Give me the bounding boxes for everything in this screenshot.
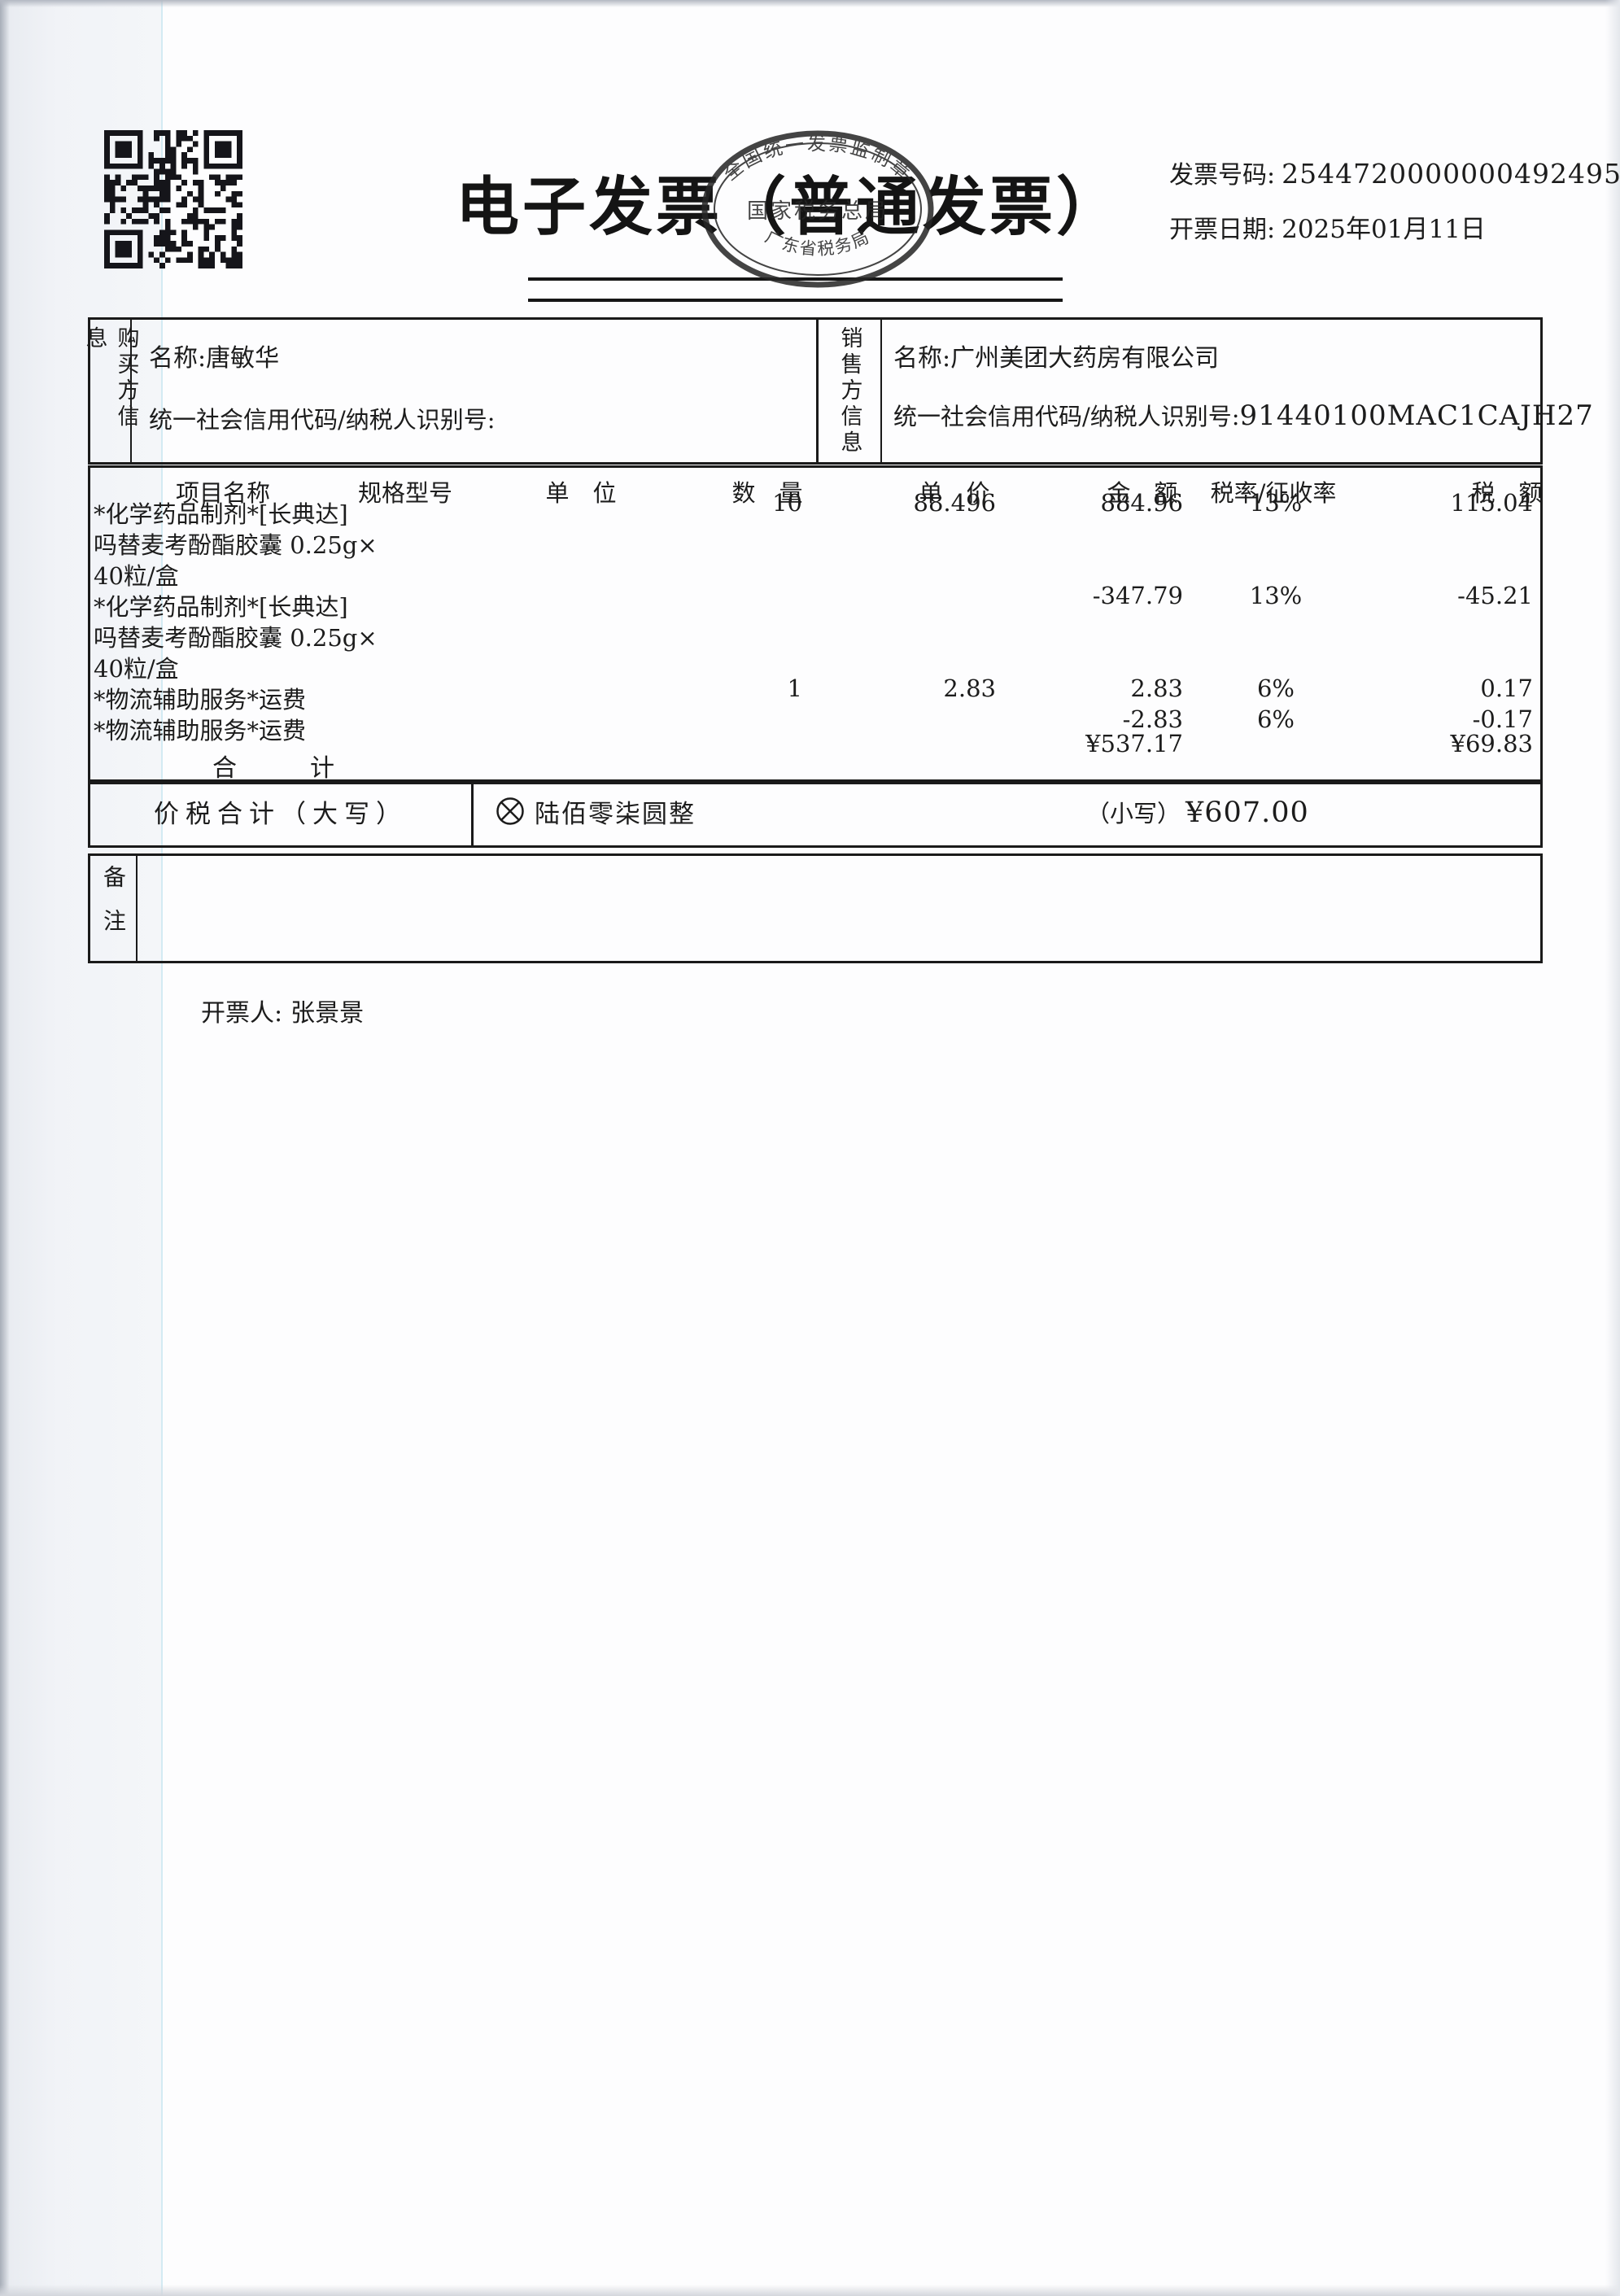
item-line: *物流辅助服务*运费 1 2.83 2.83 6% 0.17 [90, 673, 1540, 714]
item-name: 吗替麦考酚酯胶囊 0.25g× [94, 531, 378, 559]
item-line: 吗替麦考酚酯胶囊 0.25g× [90, 611, 1540, 652]
seller-name-value: 广州美团大药房有限公司 [950, 344, 1220, 373]
col-header-item-name: 项目名称 [175, 479, 271, 507]
item-qty: 10 [772, 489, 802, 517]
item-tax-rate: 13% [1249, 489, 1303, 517]
invoice-number-row: 发票号码: 25447200000004924954 [1169, 155, 1620, 190]
title-rule-top [528, 277, 1063, 281]
item-amount: -2.83 [1122, 705, 1183, 733]
item-name: *物流辅助服务*运费 [94, 717, 307, 744]
invoice-number-value: 25447200000004924954 [1282, 158, 1620, 190]
item-line: 40粒/盒 [90, 642, 1540, 683]
items-table: 项目名称 规格型号 单 位 数 量 单 价 金 额 税率/征收率 税 额 *化学… [88, 465, 1543, 784]
buyer-taxid-label: 统一社会信用代码/纳税人识别号: [149, 406, 496, 434]
item-tax-rate: 13% [1249, 582, 1303, 609]
anti-tamper-circled-x-icon [496, 797, 524, 825]
invoice-date-row: 开票日期: 2025年01月11日 [1169, 208, 1486, 245]
title-rule-bottom [528, 299, 1063, 302]
stamp-arc-bottom-text: 广东省税务局 [762, 227, 872, 260]
svg-text:广东省税务局: 广东省税务局 [762, 227, 874, 260]
item-line: *化学药品制剂*[长典达] 10 88.496 884.96 13% 115.0… [90, 487, 1540, 528]
item-name: *化学药品制剂*[长典达] [94, 593, 348, 621]
invoice-number-label: 发票号码: [1169, 161, 1276, 190]
svg-text:全国统一发票监制章: 全国统一发票监制章 [720, 133, 916, 185]
item-line: *化学药品制剂*[长典达] -347.79 13% -45.21 [90, 580, 1540, 621]
paper-bottom-edge [0, 2285, 1620, 2296]
invoice-title: 电子发票（普通发票） [455, 170, 1124, 244]
tax-bureau-stamp-icon: 全国统一发票监制章 国家税务总局 广东省税务局 [693, 122, 942, 299]
totals-amount: ¥537.17 [1085, 730, 1183, 757]
item-name: 40粒/盒 [94, 655, 179, 683]
item-line: *物流辅助服务*运费 -2.83 6% -0.17 [90, 704, 1540, 744]
col-header-tax: 税 额 [1471, 479, 1543, 507]
stamp-middle-text: 国家税务总局 [747, 199, 889, 224]
remarks-label: 备注 [100, 864, 127, 953]
invoice-date-label: 开票日期: [1169, 216, 1276, 244]
grand-total-words-row: 陆佰零柒圆整 [494, 782, 696, 840]
divider [880, 320, 882, 462]
seller-taxid-row: 统一社会信用代码/纳税人识别号:91440100MAC1CAJH27 [893, 398, 1594, 432]
seller-name-row: 名称:广州美团大药房有限公司 [893, 338, 1219, 373]
item-name: *化学药品制剂*[长典达] [94, 500, 348, 528]
grand-total-words-label: 价税合计（大写） [154, 799, 408, 829]
qr-code-icon [104, 130, 242, 268]
divider [471, 782, 474, 845]
buyer-name-label: 名称: [149, 344, 207, 373]
seller-panel-label: 销售方信息 [836, 325, 862, 456]
col-header-qty: 数 量 [731, 479, 803, 507]
divider [136, 856, 138, 961]
paper-top-edge [0, 0, 1620, 7]
buyer-name-row: 名称:唐敏华 [149, 338, 279, 373]
col-header-amount: 金 额 [1107, 479, 1178, 507]
item-name: 吗替麦考酚酯胶囊 0.25g× [94, 624, 378, 652]
stamp-arc-top-text: 全国统一发票监制章 [720, 133, 914, 185]
item-tax: -0.17 [1472, 705, 1533, 733]
buyer-panel-label: 购买方信息 [81, 326, 139, 430]
party-info-box: 购买方信息 名称:唐敏华 统一社会信用代码/纳税人识别号: 销售方信息 名称:广… [81, 317, 1593, 465]
issuer-row: 开票人: 张景景 [201, 993, 364, 1028]
grand-total-in-figures: ¥607.00 [1186, 797, 1309, 829]
item-line: 40粒/盒 [90, 549, 1540, 590]
item-name: 40粒/盒 [94, 562, 179, 590]
grand-total-figures-row: （小写） ¥607.00 [1086, 782, 1309, 840]
item-name: *物流辅助服务*运费 [94, 686, 307, 714]
seller-taxid-value: 91440100MAC1CAJH27 [1239, 399, 1594, 432]
grand-total-figures-label: （小写） [1086, 800, 1181, 827]
col-header-spec: 规格型号 [357, 479, 453, 507]
item-tax: -45.21 [1457, 582, 1533, 609]
col-header-unit-price: 单 价 [919, 479, 990, 507]
totals-tax: ¥69.83 [1450, 730, 1533, 757]
grand-total-box: 价税合计（大写） 陆佰零柒圆整 （小写） ¥607.00 [88, 779, 1543, 848]
seller-name-label: 名称: [893, 344, 951, 373]
item-tax-rate: 6% [1256, 705, 1295, 733]
item-tax-rate: 6% [1256, 674, 1295, 702]
divider [816, 320, 819, 462]
issuer-name: 张景景 [290, 999, 365, 1028]
grand-total-in-words: 陆佰零柒圆整 [535, 799, 696, 829]
item-qty: 1 [787, 674, 802, 702]
col-header-unit: 单 位 [545, 479, 617, 507]
item-unit-price: 2.83 [943, 674, 996, 702]
col-header-tax-rate: 税率/征收率 [1210, 479, 1337, 507]
paper-left-edge [0, 0, 163, 2296]
item-tax: 115.04 [1450, 489, 1533, 517]
item-unit-price: 88.496 [913, 489, 996, 517]
totals-row-label: 合 计 [212, 754, 334, 783]
divider [130, 320, 132, 462]
item-amount: 2.83 [1130, 674, 1183, 702]
buyer-taxid-row: 统一社会信用代码/纳税人识别号: [149, 401, 496, 435]
paper-right-edge [1605, 0, 1620, 2296]
item-line: 吗替麦考酚酯胶囊 0.25g× [90, 518, 1540, 559]
item-amount: 884.96 [1100, 489, 1183, 517]
remarks-box: 备注 [88, 853, 1543, 963]
invoice-date-value: 2025年01月11日 [1282, 215, 1486, 244]
issuer-label: 开票人: [201, 999, 283, 1028]
item-tax: 0.17 [1480, 674, 1533, 702]
scan-fold-line [161, 0, 163, 2296]
item-amount: -347.79 [1092, 582, 1183, 609]
buyer-name-value: 唐敏华 [206, 344, 280, 373]
seller-taxid-label: 统一社会信用代码/纳税人识别号: [893, 403, 1240, 430]
